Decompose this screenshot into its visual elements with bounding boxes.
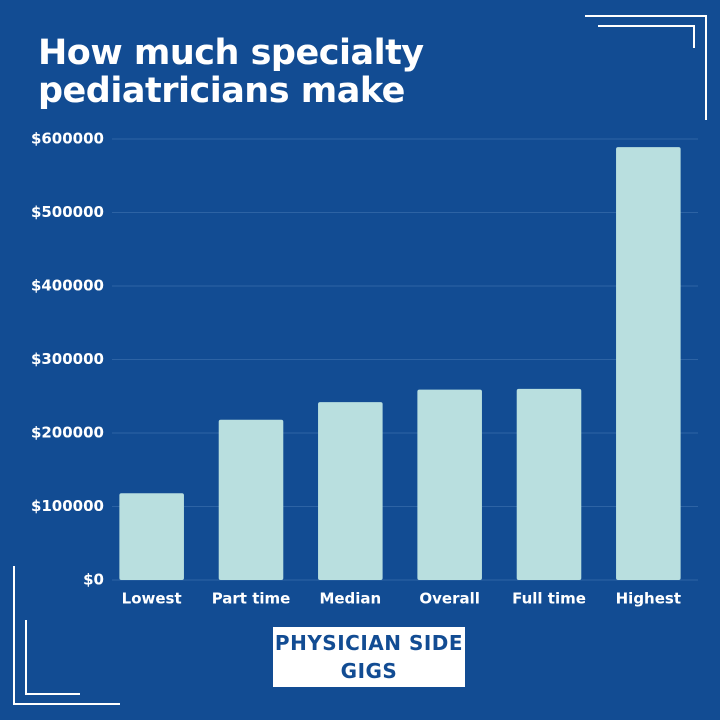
bar xyxy=(516,388,582,580)
y-tick-label: $500000 xyxy=(31,203,104,221)
corner-decoration xyxy=(585,15,707,120)
corner-decoration xyxy=(13,566,120,705)
corner-decoration xyxy=(598,25,695,48)
bar xyxy=(119,493,184,580)
x-tick-label: Full time xyxy=(512,590,586,608)
bar xyxy=(218,419,284,580)
logo: PHYSICIAN SIDE GIGS xyxy=(273,627,465,687)
y-tick-label: $200000 xyxy=(31,424,104,442)
y-tick-label: $600000 xyxy=(31,130,104,148)
x-tick-label: Part time xyxy=(212,590,291,608)
bar xyxy=(417,389,482,580)
y-tick-label: $100000 xyxy=(31,497,104,515)
x-tick-label: Lowest xyxy=(122,590,182,608)
y-tick-label: $400000 xyxy=(31,277,104,295)
x-tick-label: Median xyxy=(319,590,381,608)
y-tick-label: $0 xyxy=(83,571,104,589)
corner-decoration xyxy=(25,620,80,695)
x-tick-label: Overall xyxy=(419,590,480,608)
y-tick-label: $300000 xyxy=(31,350,104,368)
x-tick-label: Highest xyxy=(616,590,681,608)
bar xyxy=(318,402,383,580)
chart-title: How much specialty pediatricians make xyxy=(38,33,424,111)
bar xyxy=(616,147,681,580)
